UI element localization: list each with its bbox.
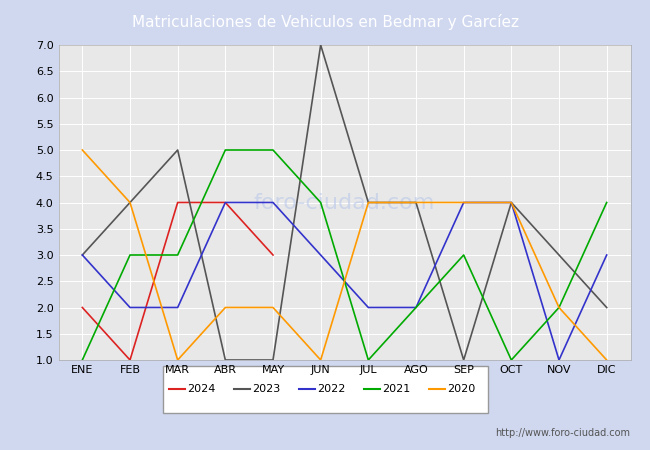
Text: 2024: 2024 [187, 384, 216, 394]
Text: 2021: 2021 [382, 384, 410, 394]
Text: 2022: 2022 [317, 384, 346, 394]
Text: 2023: 2023 [252, 384, 280, 394]
Text: foro-ciudad.com: foro-ciudad.com [254, 193, 436, 212]
FancyBboxPatch shape [162, 366, 488, 413]
Text: http://www.foro-ciudad.com: http://www.foro-ciudad.com [495, 428, 630, 438]
Text: 2020: 2020 [447, 384, 475, 394]
Text: Matriculaciones de Vehiculos en Bedmar y Garcíez: Matriculaciones de Vehiculos en Bedmar y… [131, 14, 519, 31]
